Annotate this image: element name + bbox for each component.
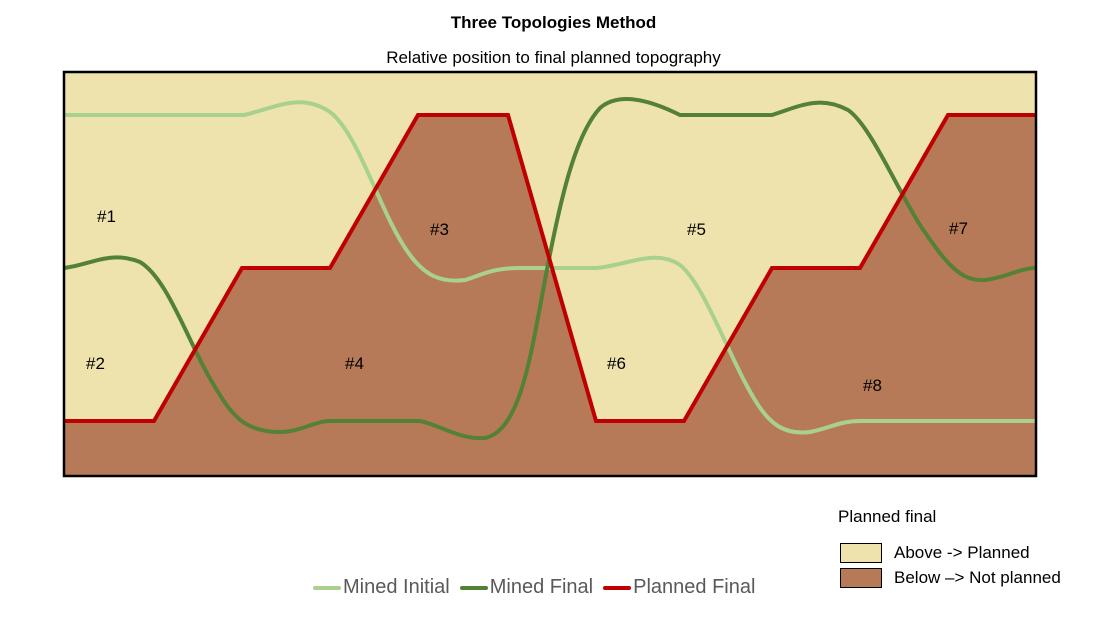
fill-legend-title: Planned final <box>838 507 937 526</box>
region-label-3: #3 <box>430 220 449 239</box>
region-label-2: #2 <box>86 354 105 373</box>
planned-final-swatch <box>603 585 632 590</box>
legend-label-planned-final: Planned Final <box>633 576 756 598</box>
legend-item-mined-final: Mined Final <box>459 576 594 599</box>
plot-border <box>62 70 1038 478</box>
region-label-8: #8 <box>863 376 882 395</box>
legend-item-planned-final: Planned Final <box>603 576 755 599</box>
legend-label-mined-initial: Mined Initial <box>343 576 450 598</box>
region-label-6: #6 <box>607 354 626 373</box>
below-swatch <box>840 567 882 588</box>
mined-initial-swatch <box>313 585 341 590</box>
planned-final-line <box>64 113 1036 423</box>
mined-final-swatch <box>459 585 488 590</box>
legend-item-below: Below –> Not planned <box>838 565 1061 590</box>
region-label-5: #5 <box>687 220 706 239</box>
legend-label-above: Above -> Planned <box>894 542 1030 562</box>
region-label-1: #1 <box>97 207 116 226</box>
legend-item-mined-initial: Mined Initial <box>313 576 450 599</box>
below-planned-area <box>64 115 1036 476</box>
region-label-7: #7 <box>949 219 968 238</box>
above-swatch <box>840 542 882 563</box>
line-legend: Mined Initial Mined Final Planned Final <box>313 576 765 599</box>
mined-final-line <box>64 97 1036 441</box>
diagram-title: Three Topologies Method <box>450 13 657 32</box>
legend-label-below: Below –> Not planned <box>894 567 1061 587</box>
mined-initial-line <box>64 100 1036 435</box>
fill-legend: Planned final Above -> Planned Below –> … <box>838 507 1061 590</box>
legend-label-mined-final: Mined Final <box>489 576 594 598</box>
region-label-4: #4 <box>345 354 364 373</box>
diagram-subtitle: Relative position to final planned topog… <box>386 48 721 67</box>
legend-item-above: Above -> Planned <box>838 540 1061 565</box>
